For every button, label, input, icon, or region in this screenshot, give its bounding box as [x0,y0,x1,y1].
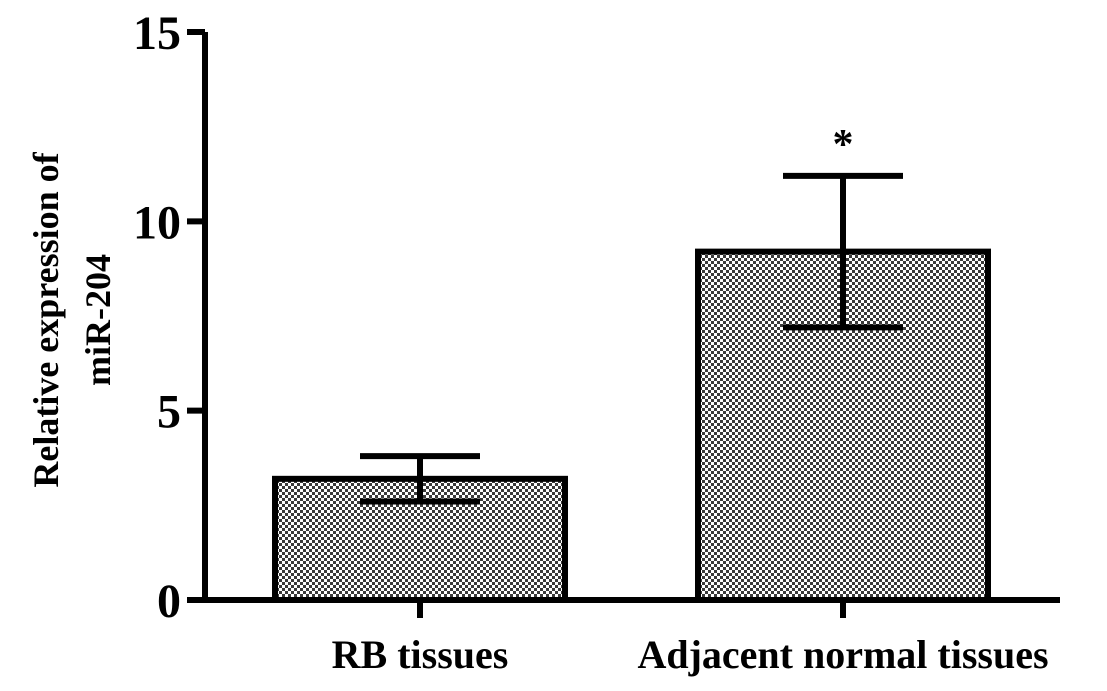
y-tick-label: 0 [157,575,181,628]
x-tick-labels: RB tissues Adjacent normal tissues [332,600,1049,677]
error-bars [360,172,903,505]
bars [272,248,991,603]
x-tick-label: Adjacent normal tissues [637,632,1048,677]
y-tick-label: 10 [133,196,181,249]
annotations: * [833,122,854,168]
y-tick-label: 5 [157,386,181,439]
y-axis-title: Relative expression of miR-204 [26,151,118,487]
y-tick-label: 15 [133,7,181,60]
y-axis-title-line-1: Relative expression of [26,151,66,487]
y-axis-title-line-2: miR-204 [78,254,118,386]
y-ticks: 0 5 10 15 [133,7,205,628]
x-tick-label: RB tissues [332,632,509,677]
significance-marker: * [833,122,854,168]
